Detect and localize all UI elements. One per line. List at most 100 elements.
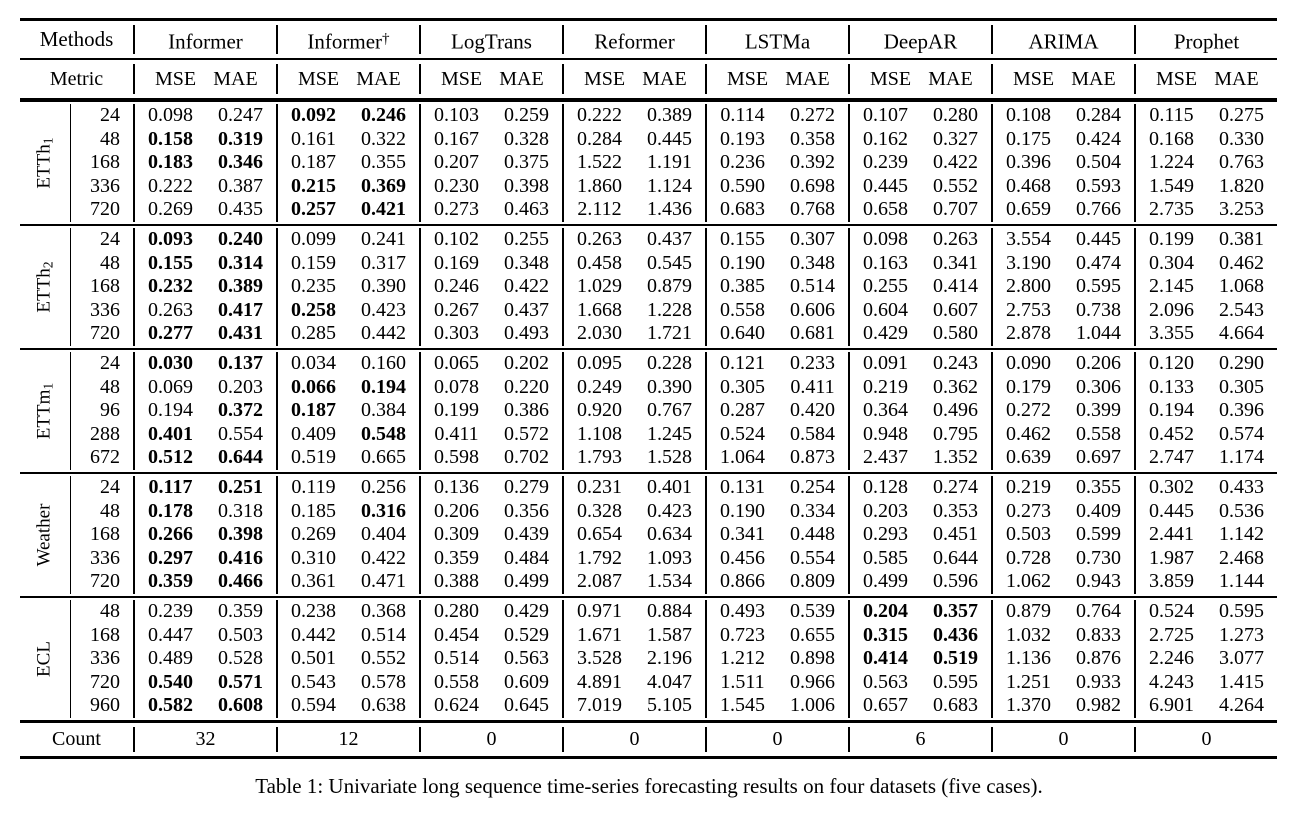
mae-value: 0.241 [361, 228, 406, 250]
mse-value: 0.183 [148, 151, 193, 174]
mae-value: 0.595 [933, 670, 978, 693]
result-pair: 0.287 0.420 [707, 399, 848, 423]
result-pair: 1.793 1.528 [564, 446, 705, 470]
mae-value: 0.251 [218, 476, 263, 498]
result-pair: 0.361 0.471 [278, 570, 419, 594]
mae-value: 0.392 [790, 151, 835, 174]
mae-value: 0.645 [504, 694, 549, 717]
method-results-column: 0.065 0.202 0.078 0.220 0.199 0.386 0.411 0.572… [419, 352, 562, 470]
result-pair: 2.747 1.174 [1136, 446, 1277, 470]
mae-value: 0.362 [933, 375, 978, 398]
result-pair: 2.246 3.077 [1136, 647, 1277, 671]
horizon-value: 720 [90, 322, 120, 345]
mse-value: 0.445 [863, 174, 908, 197]
mse-value: 0.269 [291, 523, 336, 546]
mae-value: 0.707 [933, 198, 978, 221]
result-pair: 0.185 0.316 [278, 500, 419, 524]
result-pair: 0.249 0.390 [564, 376, 705, 400]
result-pair: 0.222 0.389 [564, 104, 705, 128]
mse-value: 0.359 [434, 546, 479, 569]
result-pair: 0.119 0.256 [278, 476, 419, 500]
mae-value: 0.966 [790, 670, 835, 693]
result-pair: 0.193 0.358 [707, 128, 848, 152]
result-pair: 0.257 0.421 [278, 198, 419, 222]
method-name-header: Reformer [562, 25, 705, 54]
result-pair: 0.263 0.417 [135, 299, 276, 323]
mae-value: 0.404 [361, 523, 406, 546]
method-results-column: 0.222 0.389 0.284 0.445 1.522 1.191 1.860 1.124… [562, 104, 705, 222]
mse-value: 0.155 [720, 228, 765, 250]
result-pair: 0.215 0.369 [278, 175, 419, 199]
mae-value: 0.833 [1076, 623, 1121, 646]
result-pair: 0.273 0.463 [421, 198, 562, 222]
horizon-value: 48 [100, 127, 120, 150]
horizon-value: 48 [100, 251, 120, 274]
mse-value: 6.901 [1149, 694, 1194, 717]
result-pair: 0.169 0.348 [421, 252, 562, 276]
method-results-column: 0.119 0.256 0.185 0.316 0.269 0.404 0.310 0.422… [276, 476, 419, 594]
result-pair: 0.269 0.435 [135, 198, 276, 222]
mse-value: 0.114 [720, 104, 765, 126]
mae-value: 1.093 [647, 546, 692, 569]
mae-value: 0.330 [1219, 127, 1264, 150]
mae-value: 1.273 [1219, 623, 1264, 646]
result-pair: 0.315 0.436 [850, 624, 991, 648]
result-pair: 0.239 0.422 [850, 151, 991, 175]
mae-value: 0.466 [218, 570, 263, 593]
mse-value: 1.793 [577, 446, 622, 469]
mse-value: 2.800 [1006, 275, 1051, 298]
mse-value: 0.401 [148, 422, 193, 445]
method-results-column: 0.199 0.381 0.304 0.462 2.145 1.068 2.096 2.543… [1134, 228, 1277, 346]
mse-value: 0.263 [577, 228, 622, 250]
horizon-value: 24 [100, 352, 120, 374]
mae-value: 0.417 [218, 298, 263, 321]
methods-header-row: Methods Informer Informer† LogTrans Reforme… [20, 21, 1277, 58]
mae-value: 1.044 [1076, 322, 1121, 345]
mae-value: 0.442 [361, 322, 406, 345]
mae-value: 0.422 [361, 546, 406, 569]
mae-value: 0.358 [790, 127, 835, 150]
mae-value: 0.384 [361, 399, 406, 422]
mae-value: 0.259 [504, 104, 549, 126]
method-results-column: 0.098 0.247 0.158 0.319 0.183 0.346 0.222 0.387… [133, 104, 276, 222]
dataset-label-cell: ETTh2 [20, 228, 70, 346]
mse-value: 0.099 [291, 228, 336, 250]
block-separator-rule [20, 348, 1277, 350]
method-name-superscript: † [382, 31, 390, 47]
result-pair: 0.066 0.194 [278, 376, 419, 400]
methods-header-label: Methods [39, 27, 114, 51]
mse-value: 0.108 [1006, 104, 1051, 126]
mse-value: 0.293 [863, 523, 908, 546]
result-pair: 0.155 0.307 [707, 228, 848, 252]
method-results-column: 0.093 0.240 0.155 0.314 0.232 0.389 0.263 0.417… [133, 228, 276, 346]
result-pair: 1.792 1.093 [564, 547, 705, 571]
mse-value: 0.447 [148, 623, 193, 646]
method-results-column: 0.263 0.437 0.458 0.545 1.029 0.879 1.668 1.228… [562, 228, 705, 346]
method-results-column: 0.121 0.233 0.305 0.411 0.287 0.420 0.524 0.584… [705, 352, 848, 470]
mse-value: 0.388 [434, 570, 479, 593]
mae-value: 0.493 [504, 322, 549, 345]
result-pair: 0.161 0.322 [278, 128, 419, 152]
mse-value: 0.222 [577, 104, 622, 126]
mae-value: 0.319 [218, 127, 263, 150]
result-pair: 0.255 0.414 [850, 275, 991, 299]
mse-value: 0.193 [720, 127, 765, 150]
mae-value: 0.322 [361, 127, 406, 150]
result-pair: 2.096 2.543 [1136, 299, 1277, 323]
mae-value: 0.254 [790, 476, 835, 498]
method-results-column: 0.231 0.401 0.328 0.423 0.654 0.634 1.792 1.093… [562, 476, 705, 594]
mae-value: 0.433 [1219, 476, 1264, 498]
mse-value: 0.454 [434, 623, 479, 646]
result-pair: 1.549 1.820 [1136, 175, 1277, 199]
mse-value: 1.062 [1006, 570, 1051, 593]
result-pair: 6.901 4.264 [1136, 694, 1277, 718]
result-pair: 1.136 0.876 [993, 647, 1134, 671]
mae-value: 0.422 [504, 275, 549, 298]
method-results-column: 0.879 0.764 1.032 0.833 1.136 0.876 1.251 0.933… [991, 600, 1134, 718]
mse-value: 2.145 [1149, 275, 1194, 298]
count-value: 0 [562, 727, 705, 752]
result-pair: 2.441 1.142 [1136, 523, 1277, 547]
mse-value: 0.103 [434, 104, 479, 126]
mae-value: 0.398 [504, 174, 549, 197]
mse-value: 2.087 [577, 570, 622, 593]
